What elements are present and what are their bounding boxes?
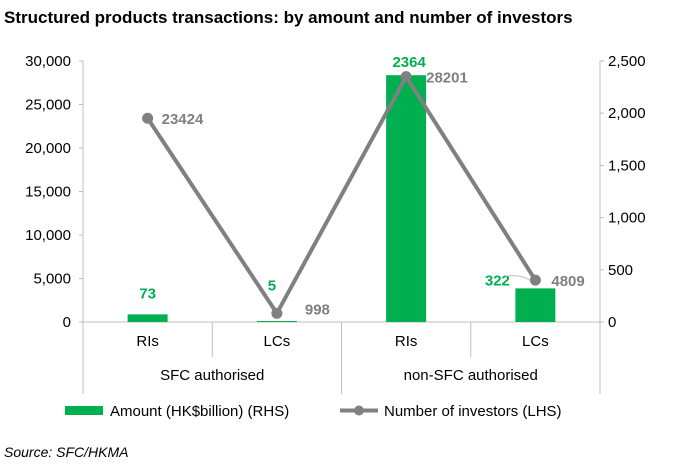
right-tick-label: 1,500: [608, 157, 646, 174]
right-tick-label: 2,000: [608, 105, 646, 122]
chart-title: Structured products transactions: by amo…: [4, 8, 573, 27]
bar-amount: [515, 288, 556, 322]
legend-line-label: Number of investors (LHS): [384, 403, 562, 420]
bar-amount: [127, 314, 168, 322]
investor-value-label: 4809: [551, 273, 584, 290]
bar-value-label: 322: [485, 272, 510, 289]
left-tick-label: 30,000: [25, 53, 71, 70]
bars: 73 5 2364 322: [127, 54, 556, 323]
category-label: RIs: [136, 333, 159, 350]
category-label: LCs: [264, 333, 291, 350]
bar-value-label: 2364: [392, 54, 426, 71]
label-leader-line: [505, 275, 530, 281]
left-tick-label: 20,000: [25, 140, 71, 157]
right-axis-ticks: 0 500 1,000 1,500 2,000 2,500: [600, 53, 646, 331]
bar-amount: [256, 321, 297, 322]
legend-bar-label: Amount (HK$billion) (RHS): [110, 403, 289, 420]
source-note: Source: SFC/HKMA: [4, 444, 128, 460]
category-label: RIs: [395, 333, 418, 350]
category-label: LCs: [522, 333, 549, 350]
right-tick-label: 0: [608, 314, 616, 331]
legend: Amount (HK$billion) (RHS) Number of inve…: [65, 403, 562, 420]
right-tick-label: 2,500: [608, 53, 646, 70]
investor-value-label: 23424: [162, 111, 204, 128]
left-tick-label: 25,000: [25, 97, 71, 114]
bar-value-label: 5: [268, 277, 276, 294]
group-label: SFC authorised: [160, 367, 264, 384]
left-tick-label: 5,000: [33, 271, 71, 288]
investor-point: [400, 71, 412, 83]
investor-point: [142, 112, 154, 124]
bar-amount: [386, 75, 427, 323]
legend-bar-swatch: [65, 406, 103, 415]
bar-value-label: 73: [139, 285, 156, 302]
left-tick-label: 15,000: [25, 184, 71, 201]
left-tick-label: 0: [63, 314, 71, 331]
legend-line-marker: [354, 405, 364, 416]
left-axis-ticks: 0 5,000 10,000 15,000 20,000 25,000 30,000: [25, 53, 83, 331]
investor-line: 23424 998 28201 4809: [142, 70, 585, 319]
investor-value-label: 998: [305, 301, 330, 318]
investor-point: [529, 274, 541, 286]
investor-value-label: 28201: [426, 70, 468, 87]
right-tick-label: 500: [608, 262, 633, 279]
left-tick-label: 10,000: [25, 227, 71, 244]
investor-line-path: [145, 74, 538, 316]
category-labels: RIs LCs RIs LCs: [136, 333, 548, 350]
investor-point: [271, 307, 283, 319]
group-labels: SFC authorised non-SFC authorised: [160, 367, 538, 384]
group-label: non-SFC authorised: [404, 367, 538, 384]
right-tick-label: 1,000: [608, 210, 646, 227]
